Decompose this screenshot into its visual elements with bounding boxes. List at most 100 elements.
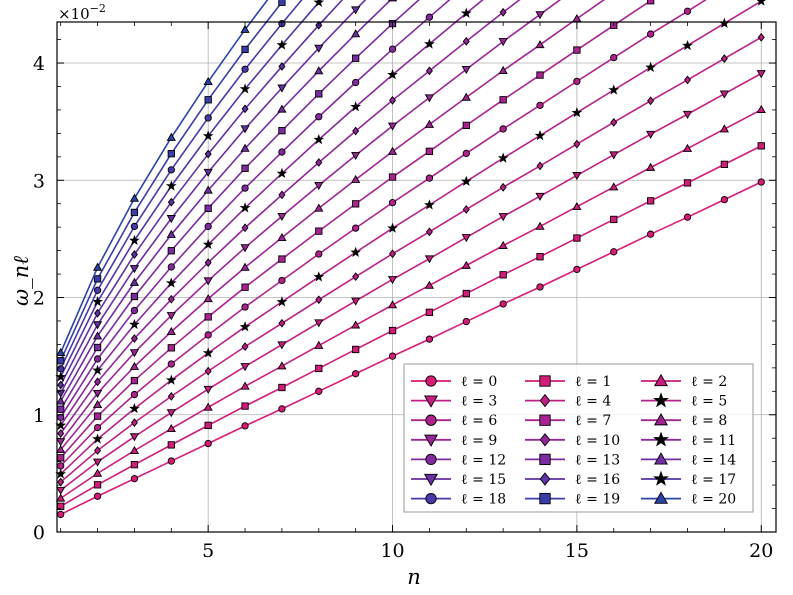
data-point bbox=[313, 271, 325, 282]
legend-marker bbox=[653, 431, 669, 447]
legend-entry: ℓ = 11 bbox=[641, 431, 736, 449]
data-point bbox=[240, 363, 250, 372]
data-point bbox=[499, 125, 507, 133]
data-point bbox=[57, 380, 65, 390]
data-point bbox=[609, 182, 619, 191]
data-point bbox=[57, 462, 65, 470]
ticks: 5 10 15 20 0 1 2 3 4 bbox=[33, 22, 776, 562]
data-point bbox=[241, 164, 249, 172]
data-point bbox=[166, 229, 176, 238]
data-point bbox=[719, 124, 729, 133]
data-point bbox=[204, 114, 212, 122]
series-l10 bbox=[57, 0, 521, 438]
data-point bbox=[424, 119, 435, 128]
data-point bbox=[388, 198, 397, 207]
legend-entry: ℓ = 10 bbox=[525, 433, 620, 449]
data-point bbox=[278, 276, 286, 285]
data-point bbox=[314, 66, 324, 75]
y-tick-label: 2 bbox=[33, 288, 45, 310]
series-line bbox=[59, 0, 285, 362]
data-point bbox=[314, 319, 324, 328]
data-point bbox=[425, 174, 434, 182]
legend-entry: ℓ = 8 bbox=[641, 413, 727, 429]
legend-marker bbox=[539, 414, 551, 426]
data-point bbox=[93, 481, 102, 489]
data-point bbox=[129, 361, 140, 370]
data-point bbox=[240, 143, 250, 152]
data-point bbox=[499, 300, 507, 308]
series-line bbox=[60, 72, 762, 491]
data-point bbox=[757, 142, 765, 150]
data-point bbox=[351, 151, 361, 161]
series-l20 bbox=[56, 0, 269, 356]
legend-entry: ℓ = 1 bbox=[525, 374, 611, 390]
y-tick-label: 4 bbox=[33, 53, 45, 75]
legend-entry: ℓ = 9 bbox=[411, 433, 497, 449]
data-point bbox=[57, 365, 65, 373]
series-l16 bbox=[57, 0, 344, 390]
data-point bbox=[204, 222, 212, 231]
data-point bbox=[94, 446, 102, 455]
legend-marker bbox=[539, 433, 551, 447]
legend-entry: ℓ = 14 bbox=[641, 452, 736, 468]
y-axis-label: ω_nℓ bbox=[9, 256, 33, 306]
data-point bbox=[461, 260, 471, 269]
data-point bbox=[350, 101, 362, 112]
data-point bbox=[92, 468, 103, 477]
data-point bbox=[241, 104, 249, 114]
data-point bbox=[203, 402, 213, 411]
data-point bbox=[92, 458, 103, 467]
data-point bbox=[424, 199, 435, 210]
data-point bbox=[610, 248, 618, 256]
data-point bbox=[609, 151, 619, 160]
data-point bbox=[204, 439, 212, 448]
data-point bbox=[387, 69, 398, 80]
data-point bbox=[647, 96, 655, 106]
legend-label: ℓ = 14 bbox=[691, 452, 736, 468]
data-point bbox=[757, 32, 765, 42]
data-point bbox=[682, 143, 693, 152]
legend-entry: ℓ = 19 bbox=[525, 492, 620, 508]
data-point bbox=[425, 147, 434, 155]
data-point bbox=[129, 234, 140, 246]
y-tick-label: 1 bbox=[33, 405, 45, 427]
legend: ℓ = 0 ℓ = 1 ℓ = 2 ℓ = 3 ℓ = 4 ℓ = 5 ℓ = 6 ℓ = 7… bbox=[403, 363, 754, 513]
series-l4 bbox=[57, 32, 765, 487]
data-point bbox=[645, 61, 657, 73]
x-tick-label: 5 bbox=[202, 540, 214, 562]
data-point bbox=[313, 133, 325, 145]
legend-marker bbox=[653, 373, 669, 387]
data-point bbox=[57, 429, 65, 438]
data-point bbox=[93, 412, 102, 420]
series-l13 bbox=[57, 0, 420, 413]
data-point bbox=[166, 215, 176, 224]
data-point bbox=[166, 326, 176, 335]
data-point bbox=[165, 180, 177, 191]
data-point bbox=[166, 312, 176, 321]
data-point bbox=[720, 54, 728, 63]
legend-label: ℓ = 0 bbox=[461, 374, 497, 390]
data-point bbox=[93, 286, 102, 294]
data-point bbox=[56, 438, 66, 447]
data-point bbox=[536, 253, 544, 261]
legend-marker bbox=[653, 491, 669, 504]
data-point bbox=[314, 182, 324, 191]
data-point bbox=[92, 389, 103, 399]
series-l17 bbox=[55, 0, 325, 382]
data-point bbox=[56, 396, 66, 405]
data-point bbox=[167, 391, 175, 401]
series-line bbox=[59, 0, 322, 378]
data-point bbox=[387, 146, 398, 155]
data-point bbox=[202, 238, 214, 250]
legend-marker bbox=[653, 413, 669, 426]
data-point bbox=[534, 129, 546, 141]
series-line bbox=[60, 108, 762, 499]
data-point bbox=[129, 193, 140, 202]
legend-label: ℓ = 7 bbox=[575, 413, 611, 429]
data-point bbox=[389, 249, 397, 259]
data-point bbox=[498, 65, 508, 74]
data-point bbox=[240, 262, 250, 271]
series-line bbox=[60, 0, 762, 475]
data-point bbox=[278, 62, 286, 71]
